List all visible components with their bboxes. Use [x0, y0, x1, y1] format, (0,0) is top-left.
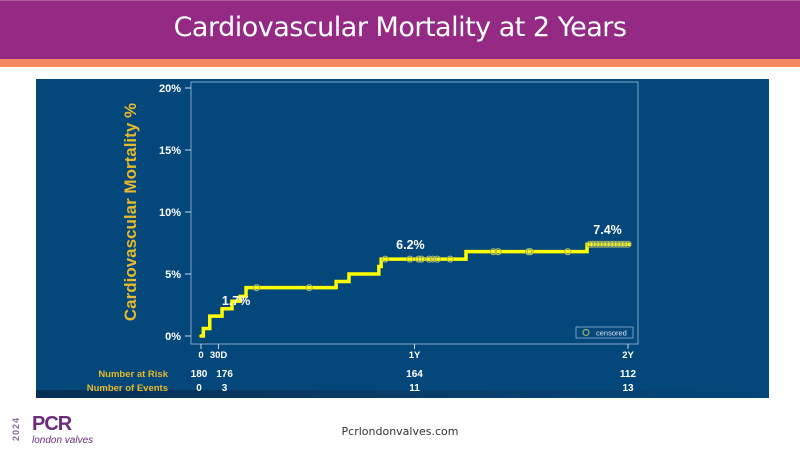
x-tick-label: 1Y — [409, 350, 421, 361]
censored-marker — [610, 240, 618, 248]
censored-marker — [446, 255, 454, 263]
legend-box — [575, 326, 634, 339]
title-bar: Cardiovascular Mortality at 2 Years — [0, 0, 800, 59]
chart-panel — [36, 79, 769, 398]
censored-marker — [620, 240, 629, 248]
censored-marker — [592, 240, 600, 248]
y-tick-label: 15% — [159, 145, 181, 157]
censored-marker — [406, 255, 414, 263]
slide-title: Cardiovascular Mortality at 2 Years — [173, 12, 627, 43]
censored-marker — [603, 240, 611, 248]
censored-marker — [526, 248, 534, 256]
censored-markers — [253, 240, 632, 292]
curve-layer — [199, 242, 631, 338]
footer-url[interactable]: Pcrlondonvalves.com — [341, 425, 459, 438]
censored-marker — [489, 248, 498, 256]
y-tick-label: 0% — [165, 331, 181, 343]
plot-frame — [190, 81, 639, 345]
annotation-label: 7.4% — [593, 223, 622, 237]
risk-value: 112 — [620, 369, 637, 380]
risk-value: 11 — [409, 383, 420, 394]
censored-marker — [589, 240, 597, 248]
risk-value: 3 — [222, 383, 228, 394]
censored-marker — [494, 248, 502, 256]
risk-value: 0 — [196, 383, 202, 394]
panel-shade — [36, 390, 769, 398]
x-tick-label: 30D — [210, 350, 228, 361]
risk-row-label: Number of Events — [87, 383, 168, 394]
censored-marker — [613, 240, 622, 248]
censored-marker — [596, 240, 604, 248]
risk-value: 164 — [406, 369, 423, 380]
censored-marker — [425, 255, 433, 263]
censored-marker — [417, 255, 426, 263]
risk-value: 176 — [216, 369, 233, 380]
annotation-label: 6.2% — [396, 238, 425, 252]
logo-subtitle: london valves — [32, 435, 94, 446]
annotations: 1.7% 6.2% 7.4% — [222, 223, 622, 308]
censored-marker — [429, 255, 437, 263]
annotation-label: 1.7% — [222, 294, 251, 308]
legend-label: censored — [596, 329, 627, 338]
censored-marker — [617, 240, 625, 248]
censored-marker — [599, 240, 607, 248]
y-axis-label: Cardiovascular Mortality % — [121, 103, 140, 321]
censored-marker — [415, 255, 423, 263]
legend: censored — [575, 326, 634, 339]
pcr-london-valves-logo: 2024 PCR london valves — [11, 412, 124, 448]
censored-marker — [624, 240, 632, 248]
censored-marker — [606, 240, 615, 248]
risk-value: 13 — [622, 383, 634, 394]
risk-value: 180 — [191, 369, 208, 380]
accent-bar — [0, 59, 800, 67]
censored-marker — [433, 255, 441, 263]
km-step-curve — [199, 242, 631, 338]
censored-marker — [253, 284, 261, 292]
y-tick-label: 20% — [159, 83, 181, 95]
risk-table: Number at Risk 180 176 164 112 Number of Even… — [87, 369, 637, 394]
censored-marker — [305, 284, 313, 292]
x-tick-label: 2Y — [622, 350, 634, 361]
y-tick-label: 5% — [165, 269, 181, 281]
risk-row-label: Number at Risk — [98, 369, 168, 380]
y-tick-label: 10% — [159, 207, 181, 219]
legend-censored-marker — [582, 328, 590, 337]
axes: 0% 5% 10% 15% 20% 0 30D 1Y 2Y — [159, 81, 639, 361]
logo-brand: PCR — [32, 413, 72, 435]
censored-marker — [381, 255, 389, 263]
censored-marker — [564, 248, 572, 256]
x-tick-label: 0 — [198, 350, 203, 361]
